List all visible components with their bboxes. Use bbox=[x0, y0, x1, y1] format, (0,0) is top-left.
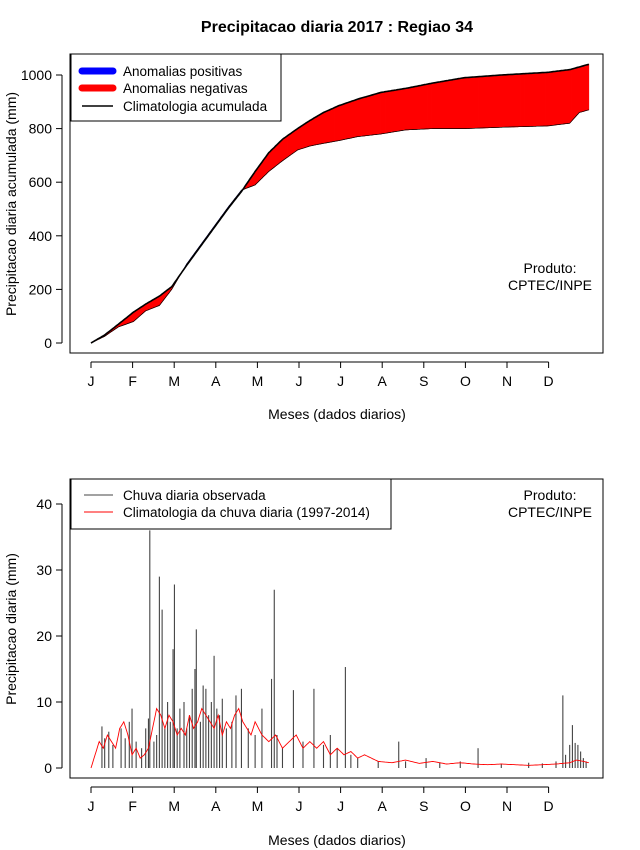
y-tick-label: 1000 bbox=[21, 67, 52, 83]
x-tick-label: F bbox=[128, 373, 137, 389]
x-tick-label: O bbox=[460, 798, 471, 814]
legend-label-positive: Anomalias positivas bbox=[123, 64, 243, 79]
x-axis-label-bottom: Meses (dados diarios) bbox=[268, 832, 406, 848]
x-tick-label: A bbox=[211, 798, 221, 814]
daily-chart: 0 10 20 30 40 J F M A M J J A S O N D Precipitacao diar… bbox=[3, 478, 604, 848]
x-tick-label: A bbox=[378, 798, 388, 814]
x-tick-label: M bbox=[168, 798, 180, 814]
x-tick-label: N bbox=[502, 798, 512, 814]
y-tick-label: 400 bbox=[29, 228, 53, 244]
legend-label-observed: Chuva diaria observada bbox=[123, 488, 266, 503]
legend-box-bottom bbox=[70, 478, 392, 530]
cumulative-chart: 0 200 400 600 800 1000 J F M A M J J A S O N D Precipita… bbox=[3, 53, 604, 422]
x-tick-label: J bbox=[337, 373, 344, 389]
y-tick-label: 30 bbox=[36, 562, 52, 578]
product-label-line2: CPTEC/INPE bbox=[508, 277, 592, 293]
y-tick-label: 40 bbox=[36, 496, 52, 512]
observed-cumulative-line bbox=[90, 109, 589, 344]
x-tick-label: A bbox=[378, 373, 388, 389]
observed-bars bbox=[101, 530, 587, 768]
legend-label-negative: Anomalias negativas bbox=[123, 81, 248, 96]
y-axis-bottom: 0 10 20 30 40 bbox=[36, 496, 63, 776]
product-label-bottom-line1: Produto: bbox=[524, 487, 577, 503]
climatology-daily-line bbox=[90, 707, 589, 769]
x-axis-label: Meses (dados diarios) bbox=[268, 406, 406, 422]
x-tick-label: S bbox=[419, 798, 428, 814]
figure-title: Precipitacao diaria 2017 : Regiao 34 bbox=[201, 19, 473, 36]
x-tick-label: M bbox=[252, 798, 264, 814]
y-tick-label: 10 bbox=[36, 694, 52, 710]
x-tick-label: J bbox=[296, 798, 303, 814]
x-tick-label: F bbox=[128, 798, 137, 814]
y-tick-label: 0 bbox=[44, 335, 52, 351]
x-tick-label: D bbox=[544, 373, 554, 389]
legend: Anomalias positivas Anomalias negativas … bbox=[70, 53, 282, 122]
x-tick-label: S bbox=[419, 373, 428, 389]
product-label-bottom-line2: CPTEC/INPE bbox=[508, 504, 592, 520]
product-label-line1: Produto: bbox=[524, 260, 577, 276]
y-tick-label: 0 bbox=[44, 760, 52, 776]
y-axis: 0 200 400 600 800 1000 bbox=[21, 67, 63, 351]
x-tick-label: J bbox=[88, 798, 95, 814]
x-tick-label: J bbox=[296, 373, 303, 389]
x-tick-label: J bbox=[337, 798, 344, 814]
x-tick-label: O bbox=[460, 373, 471, 389]
climatology-cumulative-line bbox=[90, 63, 590, 344]
y-tick-label: 600 bbox=[29, 174, 53, 190]
y-tick-label: 200 bbox=[29, 281, 53, 297]
y-axis-label-bottom: Precipitacao diaria (mm) bbox=[3, 553, 19, 705]
x-tick-label: N bbox=[502, 373, 512, 389]
x-tick-label: A bbox=[211, 373, 221, 389]
y-tick-label: 800 bbox=[29, 121, 53, 137]
y-axis-label: Precipitacao diaria acumulada (mm) bbox=[3, 92, 19, 316]
x-tick-label: M bbox=[168, 373, 180, 389]
y-tick-label: 20 bbox=[36, 628, 52, 644]
x-tick-label: D bbox=[544, 798, 554, 814]
legend-label-climatology: Climatologia acumulada bbox=[123, 99, 268, 114]
plot-frame bbox=[69, 53, 604, 354]
legend-label-climatology-daily: Climatologia da chuva diaria (1997-2014) bbox=[123, 505, 370, 520]
x-tick-label: J bbox=[88, 373, 95, 389]
legend-bottom: Chuva diaria observada Climatologia da c… bbox=[70, 478, 392, 530]
negative-anomaly-segment bbox=[587, 63, 590, 111]
x-tick-label: M bbox=[252, 373, 264, 389]
